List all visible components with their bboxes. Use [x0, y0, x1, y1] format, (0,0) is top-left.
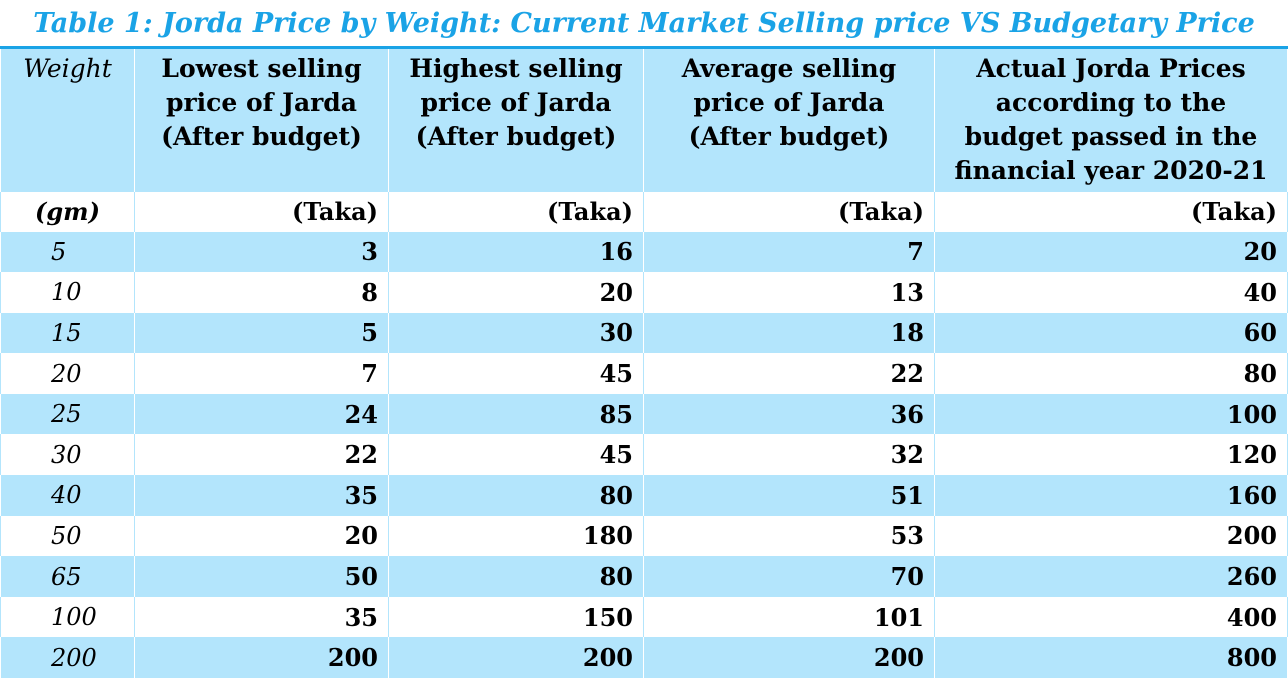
- table-row: 65 50 80 70 260: [0, 556, 1288, 597]
- budget-price-cell: 160: [934, 475, 1288, 516]
- highest-price-cell: 180: [388, 515, 644, 557]
- weight-cell: 5: [0, 231, 135, 273]
- budget-price-cell: 60: [934, 312, 1288, 354]
- table-row: 100 35 150 101 400: [0, 596, 1288, 638]
- highest-price-cell: 45: [388, 434, 644, 476]
- average-price-cell: 200: [643, 637, 935, 679]
- highest-price-cell: 200: [388, 637, 644, 679]
- table-row: 40 35 80 51 160: [0, 475, 1288, 516]
- weight-cell: 25: [0, 393, 135, 435]
- unit-lowest-price: (Taka): [134, 191, 389, 232]
- budget-price-cell: 120: [934, 434, 1288, 476]
- lowest-price-cell: 35: [134, 596, 389, 638]
- average-price-cell: 7: [643, 231, 935, 273]
- weight-cell: 200: [0, 637, 135, 679]
- table-row: 15 5 30 18 60: [0, 312, 1288, 354]
- table-row: 25 24 85 36 100: [0, 393, 1288, 435]
- unit-highest-price: (Taka): [388, 191, 644, 232]
- lowest-price-cell: 3: [134, 231, 389, 273]
- weight-cell: 30: [0, 434, 135, 476]
- average-price-cell: 22: [643, 353, 935, 394]
- highest-price-cell: 30: [388, 312, 644, 354]
- budget-price-cell: 40: [934, 272, 1288, 313]
- average-price-cell: 18: [643, 312, 935, 354]
- unit-weight: (gm): [0, 191, 135, 232]
- table-row: 30 22 45 32 120: [0, 434, 1288, 476]
- table-row: 10 8 20 13 40: [0, 272, 1288, 313]
- header-row: Weight Lowest selling price of Jarda (Af…: [0, 46, 1288, 192]
- highest-price-cell: 85: [388, 393, 644, 435]
- average-price-cell: 70: [643, 556, 935, 597]
- header-weight: Weight: [0, 46, 135, 192]
- average-price-cell: 53: [643, 515, 935, 557]
- weight-cell: 50: [0, 515, 135, 557]
- lowest-price-cell: 20: [134, 515, 389, 557]
- average-price-cell: 101: [643, 596, 935, 638]
- budget-price-cell: 260: [934, 556, 1288, 597]
- table-caption: Table 1: Jorda Price by Weight: Current …: [33, 8, 1255, 39]
- weight-cell: 15: [0, 312, 135, 354]
- lowest-price-cell: 7: [134, 353, 389, 394]
- unit-budget-price: (Taka): [934, 191, 1288, 232]
- budget-price-cell: 100: [934, 393, 1288, 435]
- header-highest-price: Highest selling price of Jarda (After bu…: [388, 46, 644, 192]
- weight-cell: 65: [0, 556, 135, 597]
- highest-price-cell: 45: [388, 353, 644, 394]
- table-row: 20 7 45 22 80: [0, 353, 1288, 394]
- budget-price-cell: 80: [934, 353, 1288, 394]
- highest-price-cell: 80: [388, 475, 644, 516]
- weight-cell: 20: [0, 353, 135, 394]
- jorda-price-table: Weight Lowest selling price of Jarda (Af…: [0, 46, 1288, 679]
- highest-price-cell: 20: [388, 272, 644, 313]
- budget-price-cell: 20: [934, 231, 1288, 273]
- lowest-price-cell: 200: [134, 637, 389, 679]
- lowest-price-cell: 24: [134, 393, 389, 435]
- highest-price-cell: 150: [388, 596, 644, 638]
- lowest-price-cell: 50: [134, 556, 389, 597]
- lowest-price-cell: 8: [134, 272, 389, 313]
- average-price-cell: 32: [643, 434, 935, 476]
- average-price-cell: 13: [643, 272, 935, 313]
- header-lowest-price: Lowest selling price of Jarda (After bud…: [134, 46, 389, 192]
- highest-price-cell: 80: [388, 556, 644, 597]
- budget-price-cell: 200: [934, 515, 1288, 557]
- budget-price-cell: 800: [934, 637, 1288, 679]
- table-row: 50 20 180 53 200: [0, 515, 1288, 557]
- lowest-price-cell: 5: [134, 312, 389, 354]
- weight-cell: 10: [0, 272, 135, 313]
- highest-price-cell: 16: [388, 231, 644, 273]
- average-price-cell: 51: [643, 475, 935, 516]
- header-budget-price: Actual Jorda Prices according to the bud…: [934, 46, 1288, 192]
- weight-cell: 40: [0, 475, 135, 516]
- header-average-price: Average selling price of Jarda (After bu…: [643, 46, 935, 192]
- weight-cell: 100: [0, 596, 135, 638]
- table-row: 200 200 200 200 800: [0, 637, 1288, 679]
- average-price-cell: 36: [643, 393, 935, 435]
- unit-average-price: (Taka): [643, 191, 935, 232]
- budget-price-cell: 400: [934, 596, 1288, 638]
- lowest-price-cell: 22: [134, 434, 389, 476]
- lowest-price-cell: 35: [134, 475, 389, 516]
- table-body: 5 3 16 7 20 10 8 20 13 40 15 5 30 18 60 20 7 45 22 80 25 24 85…: [0, 231, 1288, 679]
- table-row: 5 3 16 7 20: [0, 231, 1288, 273]
- units-row: (gm) (Taka) (Taka) (Taka) (Taka): [0, 191, 1288, 232]
